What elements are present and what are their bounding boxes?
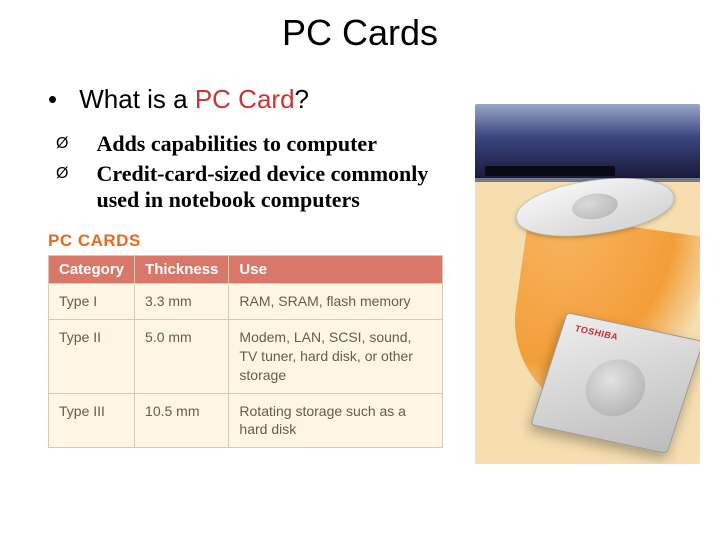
table-cell: Type III <box>49 393 135 448</box>
table-row: Type II 5.0 mm Modem, LAN, SCSI, sound, … <box>49 319 443 393</box>
pc-card-term: PC Card <box>195 84 295 114</box>
table-header-use: Use <box>229 256 443 284</box>
table-cell: Rotating storage such as a hard disk <box>229 393 443 448</box>
sub-bullet-text: Adds capabilities to computer <box>96 131 377 157</box>
table-cell: 3.3 mm <box>135 284 229 320</box>
table-cell: Modem, LAN, SCSI, sound, TV tuner, hard … <box>229 319 443 393</box>
sub-bullet-text: Credit-card-sized device commonly used i… <box>96 161 466 213</box>
slide-title: PC Cards <box>0 0 720 84</box>
main-bullet-prefix: What is a <box>79 84 195 114</box>
bullet-dot-icon: • <box>48 84 72 115</box>
table-header-category: Category <box>49 256 135 284</box>
pc-cards-table: Category Thickness Use Type I 3.3 mm RAM… <box>48 255 443 448</box>
arrow-bullet-icon: Ø <box>56 135 68 153</box>
table-cell: Type II <box>49 319 135 393</box>
table-heading: PC CARDS <box>48 231 443 251</box>
table-cell: RAM, SRAM, flash memory <box>229 284 443 320</box>
main-bullet-suffix: ? <box>295 84 309 114</box>
table-row: Type III 10.5 mm Rotating storage such a… <box>49 393 443 448</box>
table-row: Type I 3.3 mm RAM, SRAM, flash memory <box>49 284 443 320</box>
pc-card-slot <box>485 166 615 176</box>
table-cell: 5.0 mm <box>135 319 229 393</box>
pc-card-photo <box>475 104 700 464</box>
arrow-bullet-icon: Ø <box>56 165 68 183</box>
table-cell: 10.5 mm <box>135 393 229 448</box>
table-header-row: Category Thickness Use <box>49 256 443 284</box>
table-section: PC CARDS Category Thickness Use Type I 3… <box>48 231 443 448</box>
table-cell: Type I <box>49 284 135 320</box>
table-header-thickness: Thickness <box>135 256 229 284</box>
